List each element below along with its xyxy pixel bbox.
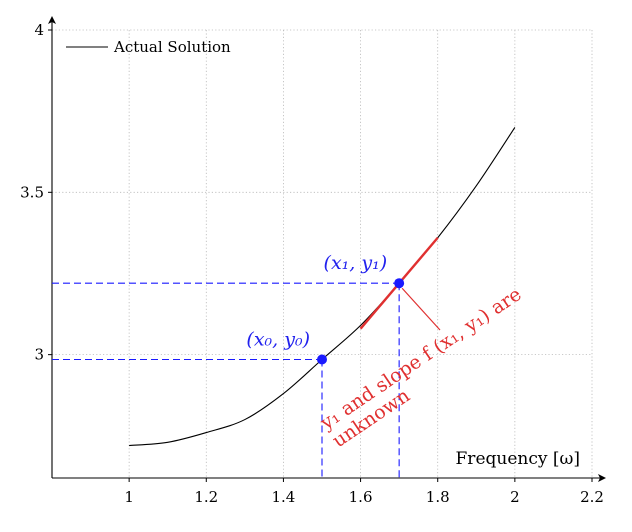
annotation-pointer [401, 287, 441, 331]
ticks: 1 1.2 1.4 1.6 1.8 2 2.2 3 3.5 4 [20, 21, 604, 506]
x-tick-label: 2 [510, 488, 520, 506]
point-label: (x₀, y₀) [246, 329, 310, 351]
x-axis-arrow [598, 474, 606, 482]
y-tick-label: 3 [34, 346, 44, 364]
annotation-line-1: y₁ and slope f (x₁, y₁) are [316, 283, 526, 434]
y-tick-label: 3.5 [20, 183, 44, 201]
y-tick-label: 4 [34, 21, 44, 39]
guide-lines [52, 282, 400, 478]
axes [48, 16, 606, 482]
x-tick-label: 1 [124, 488, 134, 506]
x-tick-label: 1.2 [194, 488, 218, 506]
annotation: y₁ and slope f (x₁, y₁) are unknown [316, 283, 526, 452]
grid [52, 29, 593, 478]
points-layer: (x₀, y₀) (x₁, y₁) [246, 252, 405, 365]
x-tick-label: 1.8 [426, 488, 450, 506]
y-axis-arrow [48, 16, 56, 24]
x-tick-label: 2.2 [580, 488, 604, 506]
x-tick-label: 1.6 [349, 488, 373, 506]
x-axis-label: Frequency [ω] [456, 449, 580, 469]
x-tick-label: 1.4 [271, 488, 295, 506]
point-marker [394, 278, 405, 289]
point-label: (x₁, y₁) [324, 252, 388, 274]
legend: Actual Solution [66, 38, 231, 56]
point-marker [317, 354, 327, 365]
legend-label-actual-solution: Actual Solution [113, 38, 231, 56]
